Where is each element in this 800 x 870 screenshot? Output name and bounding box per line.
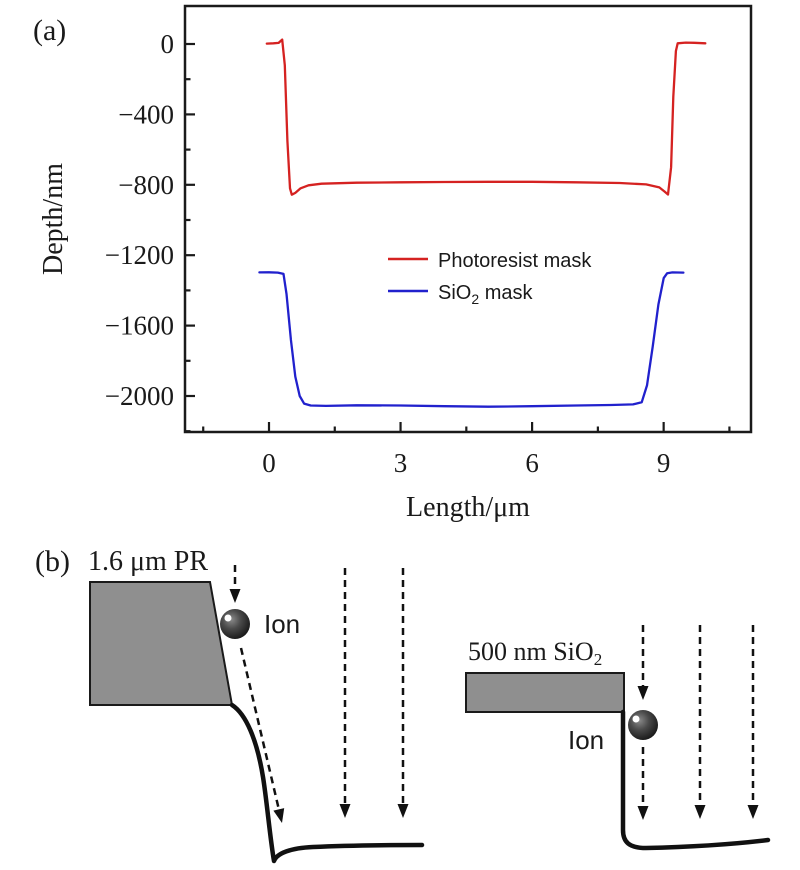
y-tick-label: −400 (118, 99, 174, 129)
pr-mask-shape (89, 581, 234, 706)
series-line-sio2-mask (258, 271, 685, 408)
ion-through-arrowhead-right (637, 806, 649, 820)
x-tick-label: 9 (657, 448, 671, 478)
panel-b-label: (b) (35, 545, 70, 578)
legend-label-photoresist: Photoresist mask (438, 250, 592, 272)
schematic-right-sio2: 500 nm SiO2 Ion (465, 625, 771, 851)
series-line-photoresist-mask (265, 38, 707, 196)
ion-sphere-right-highlight (632, 715, 640, 723)
schematic-left-photoresist: 1.6 μm PR Ion (88, 546, 425, 864)
deflected-ion-arrowhead (273, 808, 285, 823)
ion-incident-arrowhead (229, 589, 241, 603)
y-tick-label: −2000 (105, 381, 174, 411)
ion-flux-arrowhead-left-2 (397, 804, 409, 818)
plot-border (183, 4, 753, 434)
y-tick-label: −800 (118, 170, 174, 200)
y-tick-label: −1200 (105, 240, 174, 270)
x-axis-title: Length/μm (406, 492, 530, 523)
panel-b-schematic: (b) 1.6 μm PR Ion 500 nm SiO2 (35, 545, 771, 864)
ion-flux-arrowhead-right-1 (694, 805, 706, 819)
sio2-mask-shape (465, 672, 625, 713)
deflected-ion-arrow (239, 647, 281, 811)
chart-generated-content: 0 3 6 9 0 −400 −800 −1200 −1600 −2000 (105, 29, 731, 478)
ion-sphere-left (220, 609, 250, 639)
ion-flux-arrowhead-left-1 (339, 804, 351, 818)
legend: Photoresist mask SiO2 mask (388, 250, 592, 307)
y-tick-label: −1600 (105, 311, 174, 341)
x-tick-label: 6 (525, 448, 539, 478)
panel-a-label: (a) (33, 14, 66, 47)
y-tick-label: 0 (161, 29, 175, 59)
x-tick-label: 0 (262, 448, 276, 478)
ion-sphere-right (628, 710, 658, 740)
ion-sphere-left-highlight (224, 614, 232, 622)
panel-a-chart: (a) 0 3 6 9 0 −400 −800 −1200 −1600 −2000 Depth/n… (33, 4, 753, 523)
sio2-mask-label: 500 nm SiO2 (468, 637, 602, 669)
ion-incident-arrowhead-right (637, 686, 649, 700)
ion-label-left: Ion (264, 609, 300, 639)
pr-mask-label: 1.6 μm PR (88, 546, 208, 577)
y-axis-title: Depth/nm (38, 163, 69, 275)
legend-label-sio2: SiO2 mask (438, 282, 533, 307)
etched-profile-right (620, 709, 771, 851)
etched-profile-left (229, 702, 425, 864)
ion-flux-arrowhead-right-2 (747, 805, 759, 819)
x-tick-label: 3 (394, 448, 408, 478)
ion-label-right: Ion (568, 725, 604, 755)
